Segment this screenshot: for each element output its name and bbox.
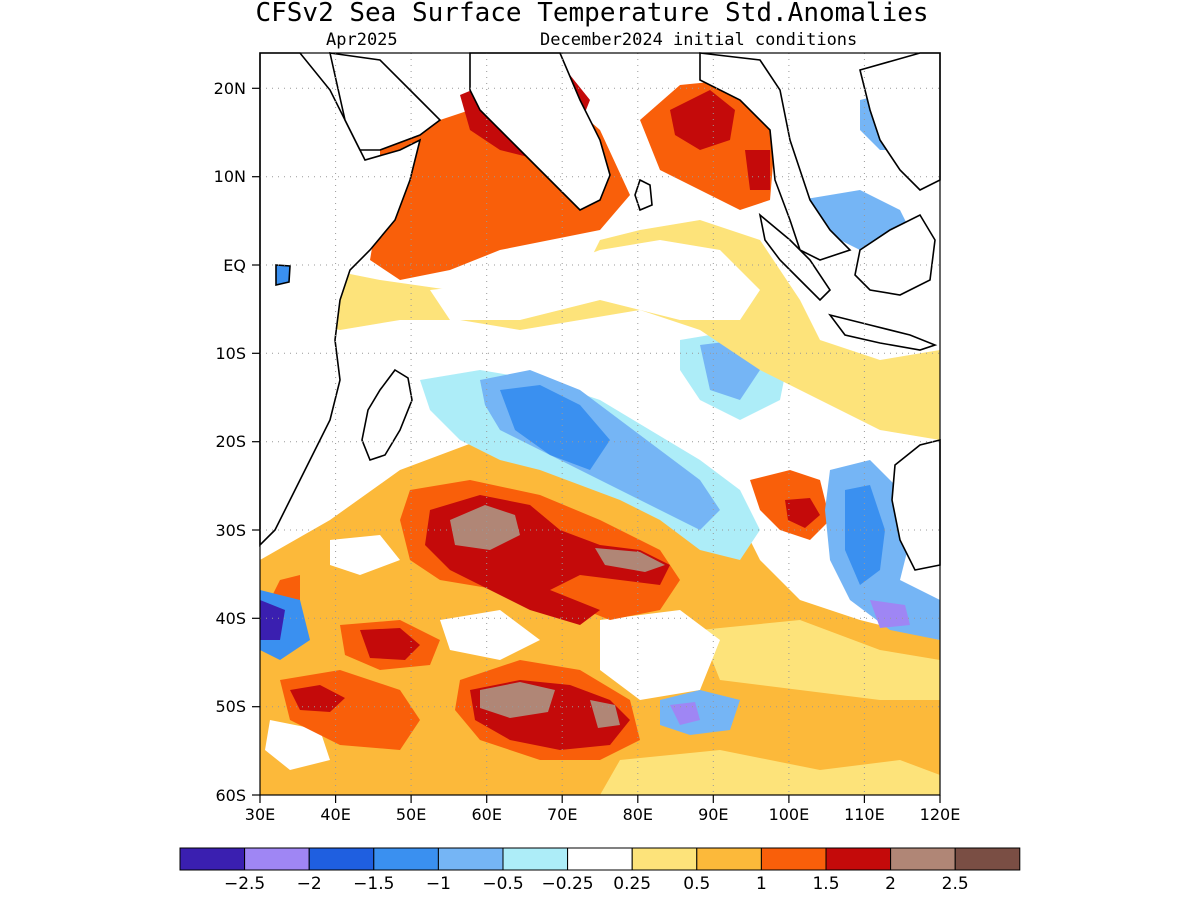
x-axis xyxy=(259,795,941,803)
x-tick-label: 90E xyxy=(698,805,728,824)
colorbar-label: 1.5 xyxy=(812,874,839,894)
colorbar-swatch xyxy=(696,847,762,871)
colorbar-swatch xyxy=(825,847,892,871)
colorbar-swatch xyxy=(179,847,246,871)
y-tick-label: 30S xyxy=(215,521,246,540)
colorbar-label: −1 xyxy=(426,874,451,894)
colorbar: −2.5 −2 −1.5 −1 −0.5 −0.25 0.25 0.5 1 1.5 2 2.5 xyxy=(179,847,1021,894)
colorbar-label: 2.5 xyxy=(942,874,969,894)
valid-month-label: Apr2025 xyxy=(326,30,398,50)
x-tick-label: 60E xyxy=(471,805,501,824)
y-tick-label: 20N xyxy=(214,79,246,98)
lat-lon-grid xyxy=(260,53,940,795)
colorbar-swatch xyxy=(244,847,310,871)
colorbar-label: −0.5 xyxy=(482,874,523,894)
colorbar-label: −1.5 xyxy=(353,874,394,894)
figure-title: CFSv2 Sea Surface Temperature Std.Anomal… xyxy=(255,0,928,28)
y-tick-labels: 20N 10N EQ 10S 20S 30S 40S 50S 60S xyxy=(214,79,246,805)
colorbar-swatch xyxy=(437,847,504,871)
y-tick-label: 50S xyxy=(215,697,246,716)
initial-conditions-label: December2024 initial conditions xyxy=(540,30,857,50)
x-tick-label: 100E xyxy=(769,805,810,824)
colorbar-label: 2 xyxy=(885,874,896,894)
colorbar-label: −2.5 xyxy=(224,874,265,894)
colorbar-swatch xyxy=(373,847,439,871)
y-tick-label: 10S xyxy=(215,344,246,363)
x-tick-labels: 30E 40E 50E 60E 70E 80E 90E 100E 110E 12… xyxy=(245,805,961,824)
colorbar-label: 0.5 xyxy=(683,874,710,894)
map-frame xyxy=(259,52,941,796)
x-tick-label: 70E xyxy=(547,805,577,824)
colorbar-swatch xyxy=(954,847,1021,871)
colorbar-swatch xyxy=(308,847,375,871)
colorbar-swatch xyxy=(890,847,956,871)
colorbar-label: 1 xyxy=(756,874,767,894)
colorbar-swatch xyxy=(567,847,633,871)
colorbar-label: −0.25 xyxy=(542,874,594,894)
x-tick-label: 80E xyxy=(623,805,653,824)
y-tick-label: 60S xyxy=(215,786,246,805)
colorbar-swatch xyxy=(631,847,698,871)
land-masses xyxy=(259,52,941,571)
x-tick-label: 50E xyxy=(396,805,426,824)
y-tick-label: 20S xyxy=(215,432,246,451)
x-tick-label: 30E xyxy=(245,805,275,824)
colorbar-label: −2 xyxy=(297,874,322,894)
y-tick-label: EQ xyxy=(223,256,246,275)
x-tick-label: 40E xyxy=(320,805,350,824)
y-axis xyxy=(252,87,260,796)
x-tick-label: 120E xyxy=(920,805,961,824)
x-tick-label: 110E xyxy=(844,805,885,824)
y-tick-label: 40S xyxy=(215,609,246,628)
y-tick-label: 10N xyxy=(214,167,246,186)
colorbar-label: 0.25 xyxy=(613,874,651,894)
colorbar-swatch xyxy=(502,847,569,871)
colorbar-swatch xyxy=(760,847,827,871)
